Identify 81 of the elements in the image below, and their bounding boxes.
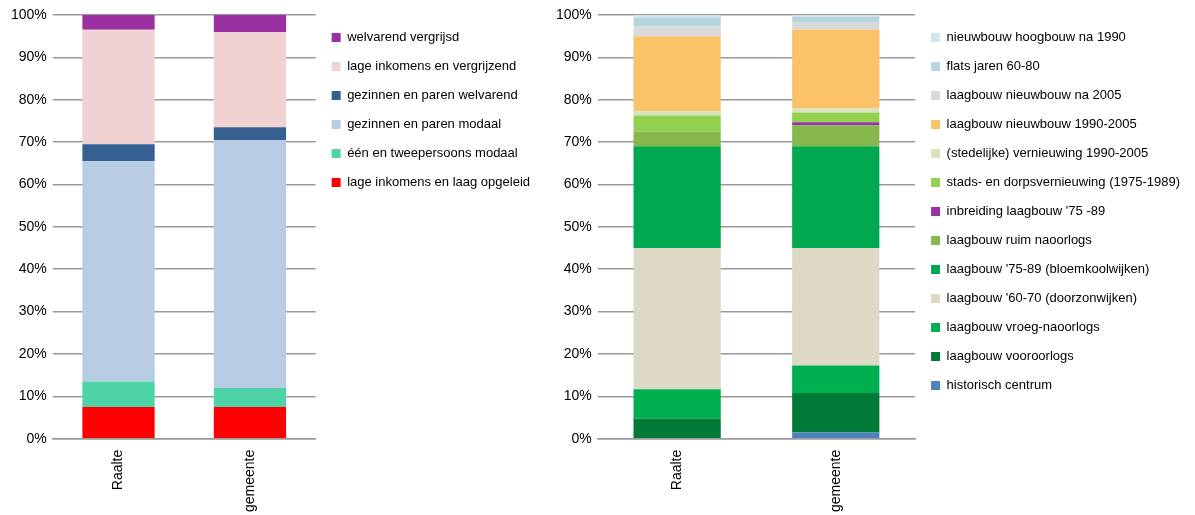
y-tick-label: 10% <box>18 387 47 404</box>
y-tick-label: 40% <box>18 260 47 277</box>
y-tick-label: 0% <box>26 429 47 446</box>
bar <box>82 29 155 145</box>
bar <box>633 26 721 37</box>
bar <box>633 17 721 27</box>
bar <box>213 140 287 388</box>
y-tick-label: 50% <box>563 217 592 234</box>
x-tick-label: Raalte <box>667 449 684 491</box>
y-tick-label: 60% <box>18 175 47 192</box>
bar <box>213 127 287 140</box>
legend-label: welvarend vergrijsd <box>346 29 460 45</box>
bar <box>633 36 721 112</box>
y-tick-label: 90% <box>18 48 47 65</box>
y-tick-label: 20% <box>18 344 47 361</box>
legend-label: lage inkomens en laag opgeleid <box>347 174 530 190</box>
bar <box>792 365 880 393</box>
bar <box>82 381 155 407</box>
bar <box>792 432 880 438</box>
legend-label: (stedelijke) vernieuwing 1990-2005 <box>946 145 1149 161</box>
y-tick-label: 60% <box>563 175 592 192</box>
y-tick-label: 40% <box>563 260 592 277</box>
y-tick-label: 70% <box>18 132 47 149</box>
bar <box>213 406 287 438</box>
bar <box>792 112 880 123</box>
legend-label: flats jaren 60-80 <box>946 58 1040 74</box>
bar <box>213 387 287 407</box>
bar <box>633 389 721 419</box>
bar <box>633 418 721 438</box>
bar <box>82 144 155 162</box>
x-tick-label: gemeente <box>240 449 257 513</box>
bar <box>82 161 155 382</box>
x-tick-label: Raalte <box>109 449 126 491</box>
bar <box>213 31 287 128</box>
legend-label: één en tweepersoons modaal <box>347 145 518 161</box>
bar <box>792 22 880 30</box>
bar <box>792 17 880 23</box>
y-tick-label: 80% <box>18 90 47 107</box>
legend-label: laagbouw nieuwbouw na 2005 <box>946 87 1122 103</box>
y-tick-label: 100% <box>10 5 47 22</box>
bar <box>792 125 880 147</box>
y-tick-label: 10% <box>563 387 592 404</box>
legend-label: inbreiding laagbouw '75 -89 <box>946 203 1106 219</box>
bar <box>633 15 721 18</box>
legend-label: laagbouw ruim naoorlogs <box>946 232 1093 248</box>
y-tick-label: 100% <box>555 5 592 22</box>
bar <box>213 15 287 32</box>
legend-label: stads- en dorpsvernieuwing (1975-1989) <box>946 174 1181 190</box>
bar <box>792 392 880 433</box>
bar <box>792 146 880 249</box>
y-tick-label: 70% <box>563 132 592 149</box>
bar <box>792 29 880 109</box>
x-tick-label: gemeente <box>826 449 843 513</box>
bar <box>792 248 880 366</box>
bar <box>792 122 880 126</box>
legend-label: gezinnen en paren welvarend <box>347 87 518 103</box>
y-tick-label: 80% <box>563 90 592 107</box>
legend-label: laagbouw nieuwbouw 1990-2005 <box>946 116 1137 132</box>
legend-label: lage inkomens en vergrijzend <box>347 58 517 74</box>
legend-label: gezinnen en paren modaal <box>347 116 502 132</box>
bar <box>633 115 721 132</box>
bar <box>792 108 880 113</box>
y-tick-label: 30% <box>18 302 47 319</box>
y-tick-label: 50% <box>18 217 47 234</box>
bar <box>633 131 721 147</box>
legend-label: laagbouw '75-89 (bloemkoolwijken) <box>946 261 1150 277</box>
legend-label: laagbouw vooroorlogs <box>946 348 1075 364</box>
bar <box>82 15 155 30</box>
bar <box>633 111 721 116</box>
legend-label: laagbouw vroeg-naoorlogs <box>946 319 1101 335</box>
legend-label: nieuwbouw hoogbouw na 1990 <box>946 29 1126 45</box>
y-tick-label: 30% <box>563 302 592 319</box>
y-tick-label: 90% <box>563 48 592 65</box>
bar <box>633 146 721 249</box>
legend-label: laagbouw '60-70 (doorzonwijken) <box>946 290 1137 306</box>
bar <box>82 406 155 438</box>
bar <box>633 248 721 390</box>
legend-label: historisch centrum <box>946 377 1053 393</box>
y-tick-label: 20% <box>563 344 592 361</box>
bar <box>792 15 880 18</box>
y-tick-label: 0% <box>571 429 592 446</box>
